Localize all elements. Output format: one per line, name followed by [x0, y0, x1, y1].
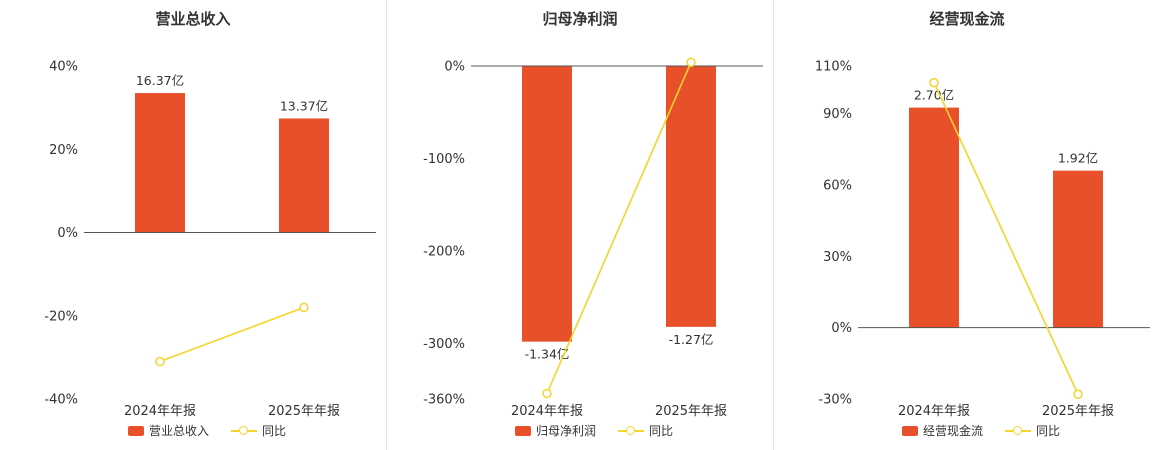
chart-canvas: 0% -100% -200% -300% -360% -1.34亿 -1.27亿 2024年年… — [423, 57, 763, 419]
y-tick-label: -200% — [423, 245, 465, 260]
x-axis-label: 2025年年报 — [1042, 404, 1114, 419]
line-swatch-icon — [1005, 426, 1031, 436]
x-axis-label: 2024年年报 — [124, 404, 196, 419]
chart-legend: 营业总收入 同比 — [127, 424, 286, 438]
chart-title: 归母净利润 — [542, 10, 618, 28]
chart-panel-net-profit: 归母净利润 0% -100% -200% -300% -360% -1.34亿 -1.27亿… — [386, 0, 773, 450]
legend-bar-label: 经营现金流 — [922, 424, 983, 438]
line-swatch-icon — [231, 426, 257, 436]
chart-canvas: 40% 20% 0% -20% -40% 16.37亿 13.37亿 2024年年报 2025年… — [44, 60, 376, 419]
yoy-marker[interactable] — [686, 57, 696, 68]
bar-value-label: -1.27亿 — [669, 332, 714, 347]
y-tick-label: 0% — [444, 60, 465, 75]
y-tick-label: 90% — [823, 107, 852, 122]
chart-plot: 110% 90% 60% 30% 0% -30% 2.70亿 1.92亿 2024年年报 2025… — [774, 30, 1160, 422]
line-swatch-icon — [618, 426, 644, 436]
yoy-line — [159, 306, 305, 363]
x-axis-label: 2024年年报 — [898, 404, 970, 419]
legend-item-line[interactable]: 同比 — [1005, 424, 1060, 438]
y-tick-label: -20% — [44, 309, 78, 324]
x-axis-label: 2024年年报 — [511, 404, 583, 419]
chart-legend: 归母净利润 同比 — [514, 424, 673, 438]
legend-item-bar[interactable]: 经营现金流 — [901, 424, 983, 438]
legend-bar-label: 营业总收入 — [148, 424, 209, 438]
y-tick-label: 0% — [57, 226, 78, 241]
legend-line-label: 同比 — [1036, 424, 1061, 438]
chart-plot: 40% 20% 0% -20% -40% 16.37亿 13.37亿 2024年年报 2025年… — [0, 30, 386, 422]
yoy-marker[interactable] — [155, 356, 165, 367]
legend-line-label: 同比 — [649, 424, 674, 438]
y-tick-label: -300% — [423, 337, 465, 352]
y-tick-label: -100% — [423, 152, 465, 167]
y-tick-label: 60% — [823, 178, 852, 193]
bar[interactable] — [135, 93, 185, 233]
bar-value-label: -1.34亿 — [525, 347, 570, 362]
legend-bar-label: 归母净利润 — [535, 424, 596, 438]
bar-value-label: 1.92亿 — [1058, 151, 1098, 166]
y-tick-label: 40% — [49, 60, 78, 75]
bar[interactable] — [909, 107, 959, 328]
x-axis-label: 2025年年报 — [655, 404, 727, 419]
y-tick-label: 20% — [49, 143, 78, 158]
bar[interactable] — [279, 118, 329, 233]
y-tick-label: -40% — [44, 393, 78, 408]
y-tick-label: 30% — [823, 250, 852, 265]
yoy-marker[interactable] — [929, 77, 939, 88]
chart-title: 营业总收入 — [155, 10, 231, 28]
legend-line-label: 同比 — [262, 424, 287, 438]
yoy-marker[interactable] — [299, 302, 309, 313]
bar-swatch-icon — [901, 426, 918, 436]
bar-value-label: 16.37亿 — [136, 73, 184, 88]
legend-item-line[interactable]: 同比 — [618, 424, 673, 438]
x-axis-label: 2025年年报 — [268, 404, 340, 419]
y-tick-label: 110% — [815, 60, 852, 75]
legend-item-bar[interactable]: 归母净利润 — [514, 424, 596, 438]
bar-value-label: 13.37亿 — [280, 98, 328, 113]
y-tick-label: -360% — [423, 393, 465, 408]
bar-value-label: 2.70亿 — [914, 88, 954, 103]
y-tick-label: 0% — [831, 321, 852, 336]
bar-swatch-icon — [514, 426, 531, 436]
legend-item-line[interactable]: 同比 — [231, 424, 286, 438]
bar[interactable] — [522, 66, 572, 342]
bar[interactable] — [1053, 170, 1103, 328]
y-tick-label: -30% — [818, 393, 852, 408]
yoy-line — [546, 61, 692, 394]
legend-item-bar[interactable]: 营业总收入 — [127, 424, 209, 438]
chart-panel-operating-cashflow: 经营现金流 110% 90% 60% 30% 0% -30% 2.70亿 1.92亿 2024年… — [773, 0, 1160, 450]
yoy-marker[interactable] — [542, 388, 552, 399]
yoy-marker[interactable] — [1073, 389, 1083, 399]
chart-canvas: 110% 90% 60% 30% 0% -30% 2.70亿 1.92亿 2024年年报 2025… — [815, 60, 1150, 419]
chart-legend: 经营现金流 同比 — [901, 424, 1060, 438]
chart-panel-operating-revenue: 营业总收入 40% 20% 0% -20% -40% 16.37亿 13.37亿 2024年年… — [0, 0, 386, 450]
chart-plot: 0% -100% -200% -300% -360% -1.34亿 -1.27亿 2024年年… — [387, 30, 773, 422]
bar-swatch-icon — [127, 426, 144, 436]
bar[interactable] — [666, 66, 716, 327]
yoy-line — [933, 82, 1079, 395]
chart-title: 经营现金流 — [929, 10, 1005, 28]
